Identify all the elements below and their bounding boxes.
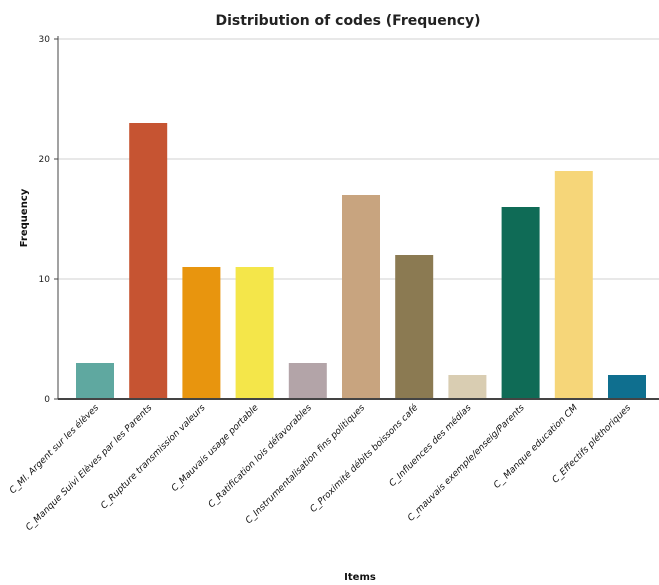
x-tick-label: C_Proximité débits boissons café	[308, 402, 421, 515]
x-tick-label: C_Rupture transmission valeurs	[99, 403, 207, 511]
bar	[448, 375, 487, 399]
bar	[76, 363, 114, 399]
bar	[395, 255, 434, 399]
y-tick-label: 10	[39, 275, 51, 285]
x-tick-label: C_mauvais exemple/enseig/Parents	[406, 403, 527, 524]
bar	[501, 207, 540, 399]
bar	[288, 363, 327, 399]
chart-title: Distribution of codes (Frequency)	[215, 13, 480, 29]
bars	[76, 123, 646, 399]
bar	[129, 123, 168, 399]
bar	[182, 267, 221, 399]
x-tick-label: C_Mauvais usage portable	[170, 403, 261, 494]
y-axis-title: Frequency	[19, 188, 30, 247]
bar	[342, 195, 380, 399]
bar	[235, 267, 274, 399]
y-tick-label: 30	[39, 35, 51, 45]
y-tick-label: 0	[44, 395, 50, 405]
bar	[608, 375, 646, 399]
x-tick-label: C_Ml. Argent sur les élèves	[7, 402, 101, 496]
y-tick-labels: 0 10 20 30	[39, 35, 58, 405]
y-tick-label: 20	[39, 155, 51, 165]
x-axis-title: Items	[344, 572, 376, 583]
bar	[554, 171, 593, 399]
x-tick-label: C_Instrumentalisation fins politiques	[244, 403, 367, 526]
x-tick-label: C_Ratification lois défavorables	[206, 402, 314, 510]
